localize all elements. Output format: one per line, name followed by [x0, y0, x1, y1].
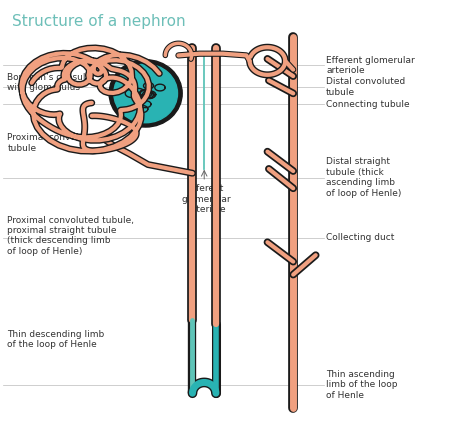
Text: Connecting tubule: Connecting tubule: [326, 100, 410, 109]
Text: Proximal convoluted
tubule: Proximal convoluted tubule: [8, 133, 100, 153]
Text: Structure of a nephron: Structure of a nephron: [12, 14, 186, 28]
Text: Distal convoluted
tubule: Distal convoluted tubule: [326, 77, 405, 97]
Text: Collecting duct: Collecting duct: [326, 233, 394, 243]
Text: Thin descending limb
of the loop of Henle: Thin descending limb of the loop of Henl…: [8, 329, 105, 349]
Circle shape: [109, 60, 182, 127]
Circle shape: [114, 64, 177, 123]
Text: Proximal convoluted tubule,
proximal straight tubule
(thick descending limb
of l: Proximal convoluted tubule, proximal str…: [8, 215, 135, 256]
Text: Afferent
glomerular
arteriole: Afferent glomerular arteriole: [182, 184, 231, 214]
Text: Bowman’s capsule
with glomerulus: Bowman’s capsule with glomerulus: [8, 73, 91, 92]
Text: Distal straight
tubule (thick
ascending limb
of loop of Henle): Distal straight tubule (thick ascending …: [326, 157, 401, 198]
Text: Thin ascending
limb of the loop
of Henle: Thin ascending limb of the loop of Henle: [326, 370, 398, 399]
Text: Efferent glomerular
arteriole: Efferent glomerular arteriole: [326, 55, 415, 75]
